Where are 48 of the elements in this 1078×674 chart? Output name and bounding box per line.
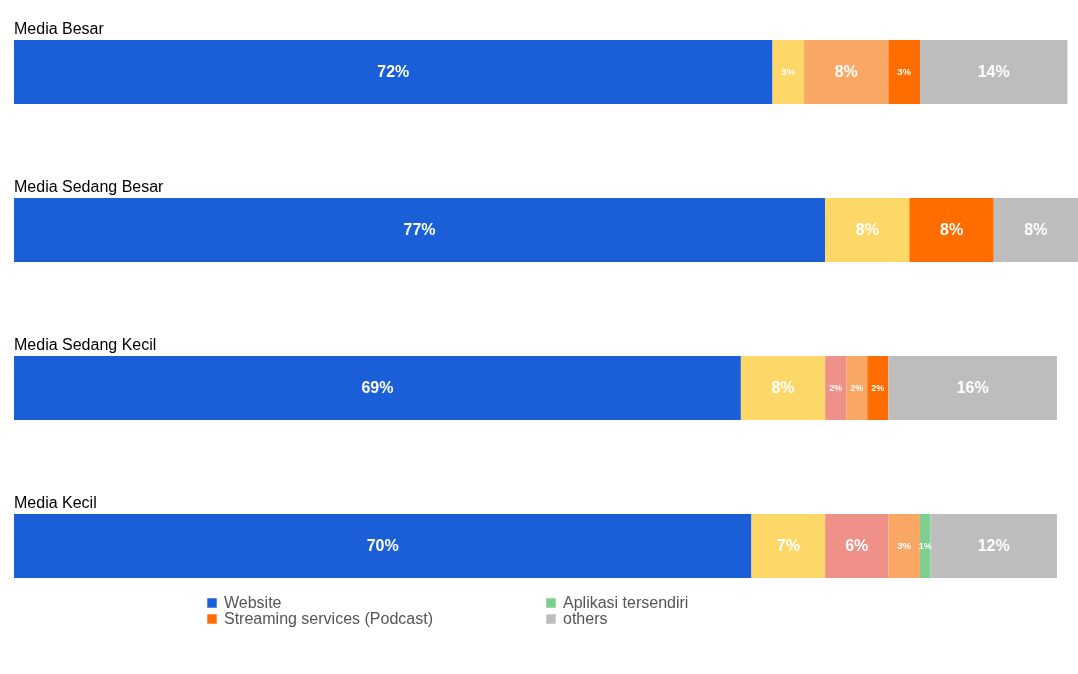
y-tick-label: Media Sedang Kecil [14,336,157,354]
legend-label: Streaming services (Podcast) [224,610,433,627]
bar [930,514,1057,578]
data-label: 3% [897,66,912,77]
data-label: 16% [956,379,989,396]
bar [888,356,1057,420]
bar [772,40,805,104]
y-tick-label: Media Kecil [14,494,97,512]
y-tick-label: Media Besar [14,20,105,37]
data-label: 2% [850,383,864,393]
data-label: 70% [366,537,399,554]
data-label: 69% [361,379,394,396]
bar [14,40,773,104]
data-label: 72% [377,63,410,80]
bar [825,356,847,420]
data-label: 77% [403,221,436,238]
legend-label: Website [224,594,282,611]
data-label: 2% [829,383,843,393]
data-label: 7% [776,537,800,554]
bar [888,40,920,104]
bar [919,40,1068,104]
bar [867,356,889,420]
legend-label: Aplikasi tersendiri [563,594,689,611]
data-label: 3% [897,540,912,551]
bar [825,198,910,262]
data-label: 2% [871,383,885,393]
data-label: 8% [771,379,795,396]
bar [846,356,868,420]
bar [993,198,1078,262]
bar [14,356,741,420]
data-label: 8% [855,221,879,238]
bar [740,356,826,420]
bar [14,514,752,578]
data-label: 6% [845,537,869,554]
bar [909,198,994,262]
data-label: 8% [1024,221,1048,238]
data-label: 8% [834,63,858,80]
data-label: 14% [977,63,1010,80]
data-label: 12% [977,537,1010,554]
bar [804,40,889,104]
legend-label: others [563,610,608,627]
data-label: 8% [940,221,964,238]
bar [14,198,826,262]
y-tick-label: Media Sedang Besar [14,178,165,195]
bar [888,514,920,578]
bar [751,514,826,578]
data-label: 3% [781,66,796,77]
bar [825,514,889,578]
